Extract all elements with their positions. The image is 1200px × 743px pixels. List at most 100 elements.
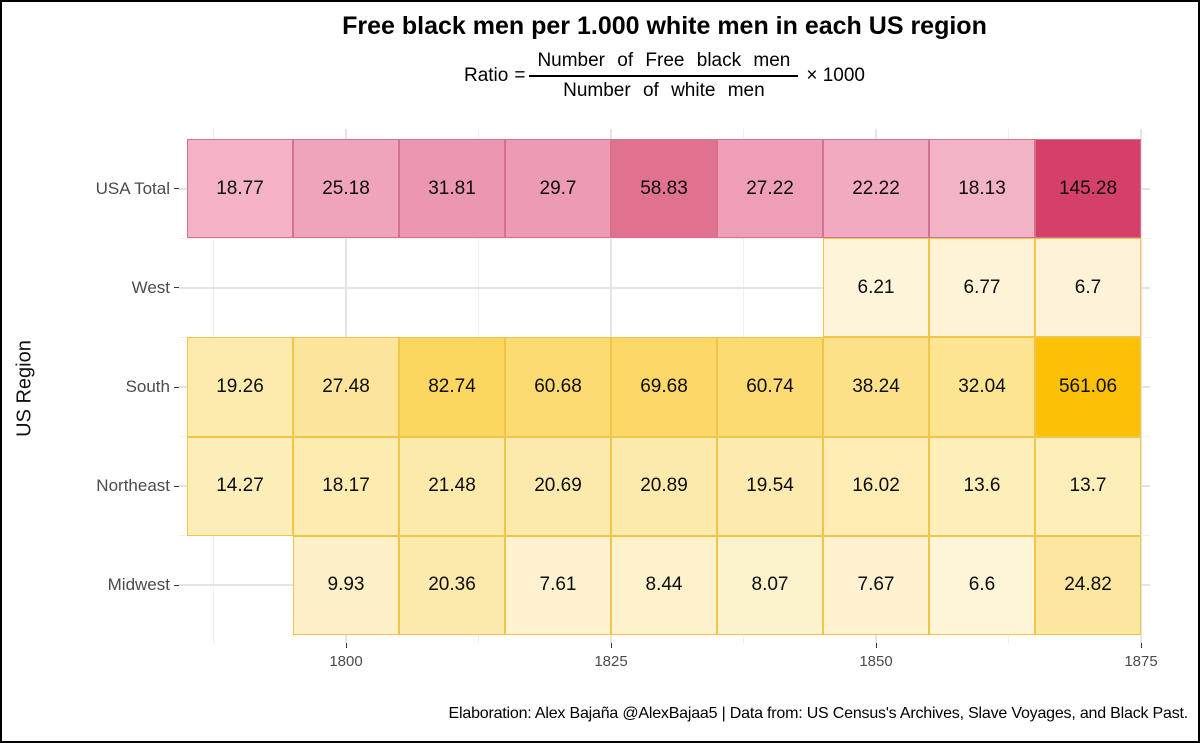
x-axis-label: 1875 <box>1124 653 1158 670</box>
heatmap-cell: 561.06 <box>1035 337 1141 437</box>
heatmap-cell: 60.74 <box>717 337 823 437</box>
cell-value: 6.7 <box>1074 276 1102 298</box>
heatmap-cell: 13.7 <box>1035 436 1141 536</box>
cell-value: 69.68 <box>640 375 688 397</box>
x-axis-label: 1800 <box>329 653 363 670</box>
y-axis-tick <box>174 287 179 289</box>
cell-value: 19.26 <box>216 375 264 397</box>
x-axis-label: 1825 <box>594 653 628 670</box>
cell-value: 18.17 <box>322 475 370 497</box>
heatmap-cell: 7.67 <box>823 535 929 635</box>
heatmap-cell: 145.28 <box>1035 139 1141 239</box>
heatmap-cell: 25.18 <box>293 139 399 239</box>
heatmap-cell: 69.68 <box>611 337 717 437</box>
cell-value: 13.6 <box>963 475 1001 497</box>
heatmap-cell: 58.83 <box>611 139 717 239</box>
heatmap-cell: 6.21 <box>823 238 929 338</box>
cell-value: 60.68 <box>534 375 582 397</box>
heatmap-cell: 18.13 <box>929 139 1035 239</box>
heatmap-cell: 20.69 <box>505 436 611 536</box>
x-axis-tick <box>1140 643 1142 648</box>
cell-value: 29.7 <box>539 177 577 199</box>
cell-value: 13.7 <box>1069 475 1107 497</box>
cell-value: 60.74 <box>746 375 794 397</box>
cell-value: 38.24 <box>852 375 900 397</box>
heatmap-cell: 14.27 <box>187 436 293 536</box>
formula-multiplier: × 1000 <box>806 65 866 86</box>
y-axis-label: West <box>131 277 170 297</box>
cell-value: 25.18 <box>322 177 370 199</box>
cell-value: 18.77 <box>216 177 264 199</box>
y-axis-tick <box>174 386 179 388</box>
cell-value: 20.69 <box>534 475 582 497</box>
heatmap-cell: 6.77 <box>929 238 1035 338</box>
cell-value: 21.48 <box>428 475 476 497</box>
x-axis-tick <box>610 643 612 648</box>
y-axis-label: South <box>125 377 170 396</box>
x-axis-label: 1850 <box>859 653 893 670</box>
formula-fraction: Number of Free black men Number of white… <box>529 50 799 102</box>
cell-value: 14.27 <box>216 475 264 497</box>
cell-value: 27.48 <box>322 375 370 397</box>
cell-value: 7.67 <box>857 574 895 596</box>
y-axis-tick <box>174 188 179 190</box>
cell-value: 19.54 <box>746 475 794 497</box>
heatmap-cell: 27.48 <box>293 337 399 437</box>
cell-value: 24.82 <box>1064 574 1112 596</box>
heatmap-cell: 19.54 <box>717 436 823 536</box>
heatmap-cell: 20.89 <box>611 436 717 536</box>
cell-value: 20.89 <box>640 475 688 497</box>
heatmap-cell: 29.7 <box>505 139 611 239</box>
grid-minor-horizontal <box>179 237 1150 239</box>
y-axis-tick <box>174 485 179 487</box>
heatmap-cell: 19.26 <box>187 337 293 437</box>
cell-value: 9.93 <box>327 574 365 596</box>
heatmap-cell: 6.7 <box>1035 238 1141 338</box>
heatmap-cell: 16.02 <box>823 436 929 536</box>
x-axis-tick <box>875 643 877 648</box>
y-axis-label: Northeast <box>96 476 170 496</box>
x-axis-tick <box>345 643 347 648</box>
cell-value: 8.44 <box>645 574 683 596</box>
cell-value: 82.74 <box>428 375 476 397</box>
cell-value: 8.07 <box>751 574 789 596</box>
cell-value: 7.61 <box>539 574 577 596</box>
grid-major-horizontal <box>179 286 1150 289</box>
heatmap-cell: 27.22 <box>717 139 823 239</box>
cell-value: 20.36 <box>428 574 476 596</box>
cell-value: 31.81 <box>428 177 476 199</box>
heatmap-cell: 24.82 <box>1035 535 1141 635</box>
cell-value: 16.02 <box>852 475 900 497</box>
heatmap-cell: 38.24 <box>823 337 929 437</box>
cell-value: 32.04 <box>958 375 1006 397</box>
caption: Elaboration: Alex Bajaña @AlexBajaa5 | D… <box>448 705 1189 722</box>
cell-value: 6.77 <box>963 276 1001 298</box>
chart-title: Free black men per 1.000 white men in ea… <box>342 12 987 40</box>
formula-equals: = <box>514 65 526 86</box>
formula-lhs: Ratio <box>463 65 509 86</box>
y-axis-label: Midwest <box>107 575 170 595</box>
formula-numerator: Number of Free black men <box>529 50 799 77</box>
heatmap-cell: 21.48 <box>399 436 505 536</box>
formula-denominator: Number of white men <box>563 80 765 101</box>
cell-value: 22.22 <box>852 177 900 199</box>
subtitle-formula: Ratio = Number of Free black men Number … <box>179 50 1150 102</box>
y-axis-tick <box>174 584 179 586</box>
cell-value: 18.13 <box>958 177 1006 199</box>
cell-value: 6.6 <box>968 574 996 596</box>
cell-value: 58.83 <box>640 177 688 199</box>
heatmap-cell: 22.22 <box>823 139 929 239</box>
heatmap-cell: 8.44 <box>611 535 717 635</box>
heatmap-cell: 9.93 <box>293 535 399 635</box>
cell-value: 145.28 <box>1058 177 1118 199</box>
heatmap-cell: 60.68 <box>505 337 611 437</box>
y-axis-label: USA Total <box>95 178 170 198</box>
heatmap-cell: 32.04 <box>929 337 1035 437</box>
heatmap-cell: 8.07 <box>717 535 823 635</box>
heatmap-cell: 6.6 <box>929 535 1035 635</box>
heatmap-cell: 7.61 <box>505 535 611 635</box>
cell-value: 561.06 <box>1058 375 1118 397</box>
heatmap-cell: 13.6 <box>929 436 1035 536</box>
heatmap-cell: 20.36 <box>399 535 505 635</box>
